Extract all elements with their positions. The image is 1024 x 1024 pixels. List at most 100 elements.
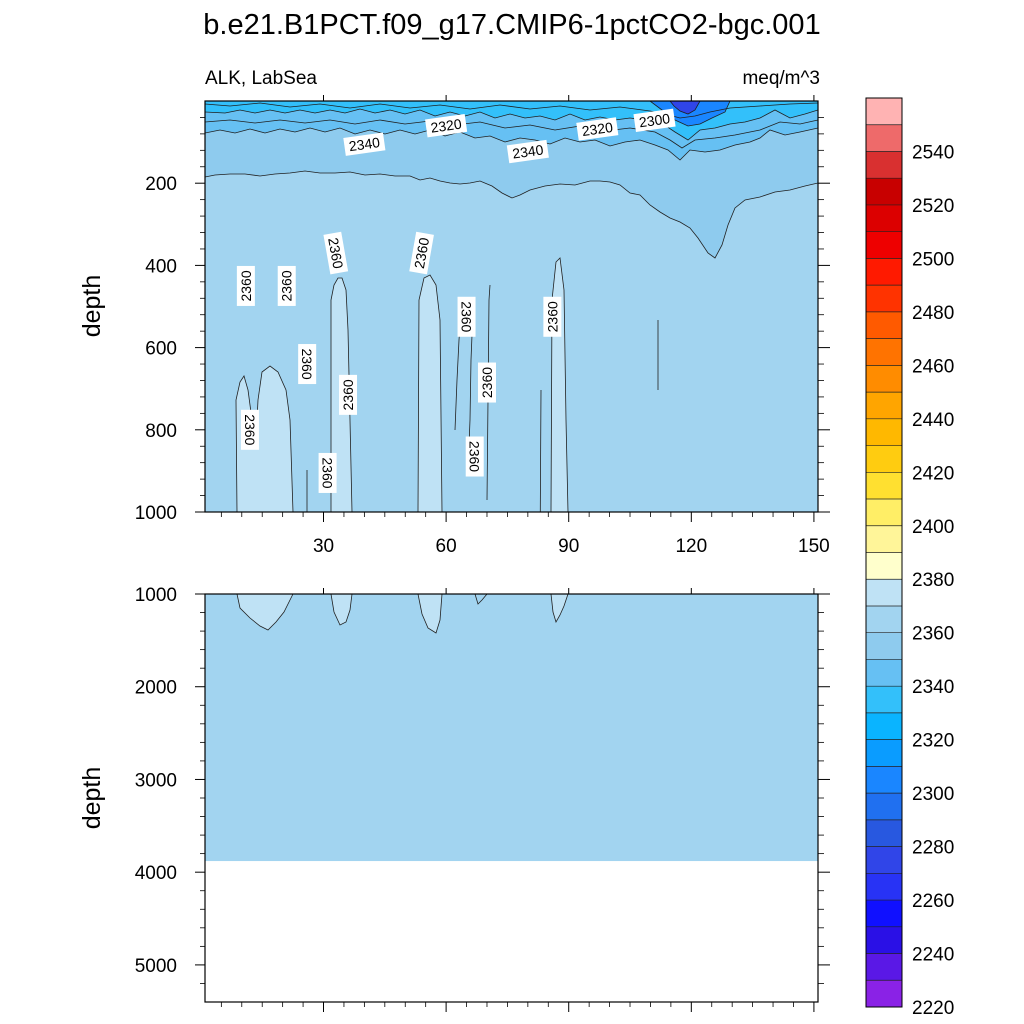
y-tick-label: 4000 [135, 863, 177, 884]
upper-contour-labels: 2320 2320 2300 2340 2340 2360 2360 2360 2360 2360… [236, 108, 676, 493]
contour-label-box [323, 231, 349, 275]
colorbar-swatch [866, 900, 902, 928]
y-tick-label: 1000 [135, 585, 177, 606]
contour-label-text: 2360 [320, 457, 336, 488]
contour-label: 2360 [298, 344, 317, 385]
colorbar-swatch [866, 151, 902, 179]
colorbar-swatch [866, 953, 902, 981]
y-tick-label: 3000 [135, 770, 177, 791]
chart-title: b.e21.B1PCT.f09_g17.CMIP6-1pctCO2-bgc.00… [203, 9, 820, 41]
colorbar-swatch [866, 499, 902, 527]
y-tick-label: 800 [145, 421, 177, 442]
colorbar-frame [865, 97, 903, 1008]
colorbar-label: 2260 [912, 891, 954, 912]
lower-axes: 1000 2000 3000 4000 5000 [135, 585, 830, 1012]
colorbar-swatch [866, 846, 902, 874]
contour-label-text: 2320 [581, 119, 614, 139]
colorbar-swatch [866, 712, 902, 740]
units-label: meq/m^3 [742, 68, 820, 89]
contour-label: 2360 [465, 436, 484, 477]
contour-label: 2360 [240, 409, 259, 450]
contour-label-text: 2300 [638, 110, 671, 130]
colorbar-swatch [866, 311, 902, 339]
colorbar-label: 2240 [912, 945, 954, 966]
colorbar-swatch [866, 766, 902, 794]
lower-column-fill-b [331, 594, 352, 625]
contour-label-text: 2360 [467, 441, 483, 472]
colorbar-swatch [866, 392, 902, 420]
lower-y-axis-label: depth [78, 767, 106, 830]
colorbar-swatch [866, 632, 902, 660]
contour-label: 2340 [343, 132, 386, 156]
contour-label-box [506, 139, 549, 164]
colorbar-swatch [866, 579, 902, 607]
contour-label: 2360 [339, 374, 358, 415]
lower-column-fill-c [418, 594, 442, 633]
x-tick-label: 150 [798, 536, 830, 557]
x-tick-label: 30 [313, 536, 334, 557]
contour-label-box [339, 374, 358, 415]
colorbar-label: 2340 [912, 677, 954, 698]
x-tick-label: 90 [558, 536, 579, 557]
column-fill-c [418, 275, 442, 512]
contour-label-box [543, 296, 562, 337]
contour-label-box [576, 117, 619, 141]
contour-label-box [236, 265, 255, 306]
colorbar-swatch [866, 819, 902, 847]
lower-column-fill-d [551, 594, 568, 622]
x-tick-label: 60 [436, 536, 457, 557]
colorbar-swatch [866, 178, 902, 206]
upper-fill-2300 [650, 101, 730, 126]
y-tick-label: 1000 [135, 503, 177, 524]
contour-label: 2340 [506, 139, 549, 164]
colorbar-swatch [866, 418, 902, 446]
contour-label-box [409, 231, 434, 275]
contour-label: 2360 [318, 452, 337, 493]
contour-label-text: 2360 [411, 236, 432, 270]
colorbar-label: 2420 [912, 463, 954, 484]
colorbar-swatch [866, 686, 902, 714]
contour-label-text: 2360 [340, 379, 356, 410]
lower-column-fill-a [237, 594, 293, 630]
contour-label: 2320 [425, 113, 468, 138]
contour-label-text: 2360 [242, 414, 258, 445]
colorbar-label: 2540 [912, 142, 954, 163]
contour-label: 2360 [277, 265, 296, 306]
contour-label-text: 2340 [511, 141, 544, 161]
colorbar-swatch [866, 659, 902, 687]
lower-panel: 1000 2000 3000 4000 5000 depth [78, 585, 830, 1012]
contour-label-text: 2360 [459, 301, 475, 332]
contour-label: 2360 [236, 265, 255, 306]
colorbar-swatch [866, 124, 902, 152]
upper-y-axis-label: depth [78, 275, 106, 338]
colorbar-label: 2460 [912, 356, 954, 377]
colorbar-swatch [866, 472, 902, 500]
column-fill-a [236, 366, 293, 512]
contour-label: 2360 [457, 296, 476, 337]
contour-label-text: 2340 [348, 134, 381, 154]
contour-label-box [465, 436, 484, 477]
contour-label-box [240, 409, 259, 450]
colorbar-label: 2380 [912, 570, 954, 591]
colorbar-swatch [866, 926, 902, 954]
contour-label-text: 2360 [279, 270, 295, 301]
x-tick-label: 120 [675, 536, 707, 557]
colorbar-label: 2400 [912, 517, 954, 538]
y-tick-label: 5000 [135, 956, 177, 977]
colorbar-swatch [866, 258, 902, 286]
contour-label-box [633, 108, 676, 133]
contour-label-box [425, 113, 468, 138]
y-tick-label: 2000 [135, 678, 177, 699]
upper-plot-frame [204, 100, 819, 513]
contour-label: 2360 [477, 362, 496, 403]
contour-label-box [457, 296, 476, 337]
contour-label-box [277, 265, 296, 306]
colorbar-label: 2440 [912, 410, 954, 431]
y-tick-label: 200 [145, 174, 177, 195]
colorbar-swatch [866, 445, 902, 473]
colorbar-swatch [866, 365, 902, 393]
colorbar-label: 2500 [912, 249, 954, 270]
variable-label: ALK, LabSea [205, 68, 317, 89]
contour-label-box [298, 344, 317, 385]
contour-label-text: 2360 [479, 367, 495, 398]
